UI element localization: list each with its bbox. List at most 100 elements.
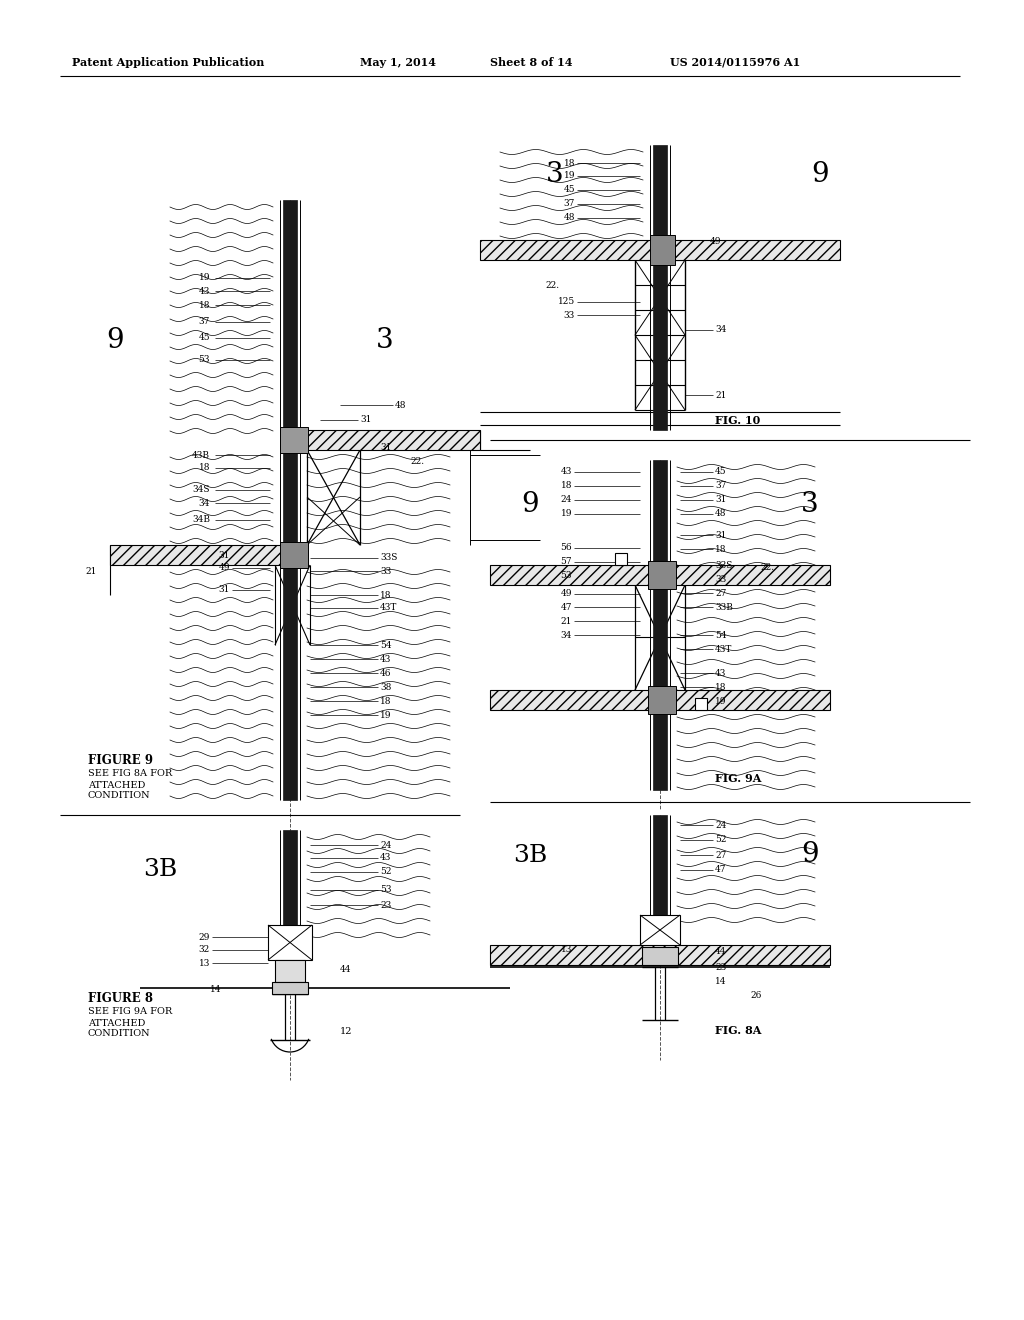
Text: 48: 48	[395, 400, 407, 409]
Text: 3: 3	[546, 161, 564, 189]
Text: Patent Application Publication: Patent Application Publication	[72, 57, 264, 67]
Text: SEE FIG 9A FOR: SEE FIG 9A FOR	[88, 1007, 172, 1016]
Text: 18: 18	[563, 158, 575, 168]
Text: 14: 14	[210, 986, 221, 994]
Text: 12: 12	[340, 1027, 352, 1036]
Bar	[280, 543, 308, 568]
Text: 3: 3	[376, 326, 394, 354]
Text: 21: 21	[85, 568, 96, 577]
Bar	[275, 960, 305, 982]
Text: 9: 9	[521, 491, 539, 519]
Text: 37: 37	[199, 318, 210, 326]
Text: 21: 21	[560, 616, 572, 626]
Bar	[653, 814, 667, 945]
Bar	[307, 430, 480, 450]
Text: 49: 49	[218, 564, 230, 573]
Text: 24: 24	[560, 495, 572, 504]
Bar	[490, 690, 830, 710]
Text: 23: 23	[380, 900, 391, 909]
Text: 43B: 43B	[193, 450, 210, 459]
Text: US 2014/0115976 A1: US 2014/0115976 A1	[670, 57, 800, 67]
Bar	[272, 982, 308, 994]
Text: 53: 53	[560, 572, 572, 581]
Text: 43T: 43T	[380, 603, 397, 612]
Text: 19: 19	[563, 172, 575, 181]
Text: 3B: 3B	[143, 858, 177, 882]
Text: 34B: 34B	[193, 516, 210, 524]
Bar	[480, 240, 840, 260]
Text: 44: 44	[340, 965, 351, 974]
Text: 47: 47	[560, 602, 572, 611]
Bar	[642, 946, 678, 965]
Text: 14: 14	[715, 978, 726, 986]
Bar	[615, 553, 627, 565]
Text: 45: 45	[199, 334, 210, 342]
Text: 52: 52	[380, 867, 391, 876]
Text: 22.: 22.	[410, 458, 424, 466]
Text: 31: 31	[715, 531, 726, 540]
Text: 125: 125	[558, 297, 575, 306]
Text: 31: 31	[380, 444, 391, 453]
Text: FIGURE 9: FIGURE 9	[88, 754, 153, 767]
Text: 47: 47	[715, 866, 726, 874]
Text: FIGURE 8: FIGURE 8	[88, 991, 153, 1005]
Text: FIG. 9A: FIG. 9A	[715, 772, 762, 784]
Text: 34: 34	[560, 631, 572, 639]
Text: 43: 43	[380, 655, 391, 664]
Text: FIG. 10: FIG. 10	[715, 414, 760, 425]
Text: 24: 24	[380, 841, 391, 850]
Text: 33: 33	[564, 310, 575, 319]
Text: 33S: 33S	[715, 561, 732, 569]
Text: ATTACHED: ATTACHED	[88, 1019, 145, 1027]
Text: FIG. 8A: FIG. 8A	[715, 1024, 762, 1035]
Bar	[650, 235, 675, 265]
Text: 43: 43	[380, 854, 391, 862]
Text: 31: 31	[360, 416, 372, 425]
Text: 34: 34	[199, 499, 210, 507]
Text: 43: 43	[199, 286, 210, 296]
Text: 18: 18	[380, 590, 391, 599]
Bar	[490, 565, 830, 585]
Text: Sheet 8 of 14: Sheet 8 of 14	[490, 57, 572, 67]
Text: 57: 57	[560, 557, 572, 566]
Text: 3B: 3B	[513, 843, 547, 866]
Text: 31: 31	[715, 495, 726, 504]
Text: 19: 19	[380, 710, 391, 719]
Text: 22.: 22.	[760, 564, 774, 573]
Bar	[695, 698, 707, 710]
Text: 3: 3	[801, 491, 819, 519]
Text: 18: 18	[715, 544, 726, 553]
Bar	[653, 145, 667, 430]
Text: 18: 18	[380, 697, 391, 705]
Text: 38: 38	[380, 682, 391, 692]
Text: 49: 49	[710, 238, 722, 247]
Text: 9: 9	[801, 842, 819, 869]
Text: 43: 43	[715, 668, 726, 677]
Text: 19: 19	[560, 510, 572, 519]
Bar	[283, 201, 297, 800]
Text: 43: 43	[560, 467, 572, 477]
Bar	[268, 925, 312, 960]
Text: CONDITION: CONDITION	[88, 1030, 151, 1039]
Text: 27: 27	[715, 850, 726, 859]
Text: 29: 29	[199, 932, 210, 941]
Text: 18: 18	[199, 301, 210, 309]
Text: 19: 19	[199, 273, 210, 282]
Text: 54: 54	[715, 631, 727, 639]
Text: 31: 31	[219, 586, 230, 594]
Text: 9: 9	[106, 326, 124, 354]
Text: May 1, 2014: May 1, 2014	[360, 57, 436, 67]
Text: 45: 45	[563, 186, 575, 194]
Text: 18: 18	[560, 482, 572, 491]
Text: 21: 21	[715, 391, 726, 400]
Text: 54: 54	[380, 640, 391, 649]
Text: 33: 33	[380, 566, 391, 576]
Text: 33: 33	[715, 574, 726, 583]
Text: 33B: 33B	[715, 602, 733, 611]
Bar	[640, 915, 680, 945]
Text: ATTACHED: ATTACHED	[88, 780, 145, 789]
Text: 56: 56	[560, 544, 572, 553]
Text: 33S: 33S	[380, 553, 397, 562]
Text: 37: 37	[563, 199, 575, 209]
Text: 43T: 43T	[715, 644, 732, 653]
